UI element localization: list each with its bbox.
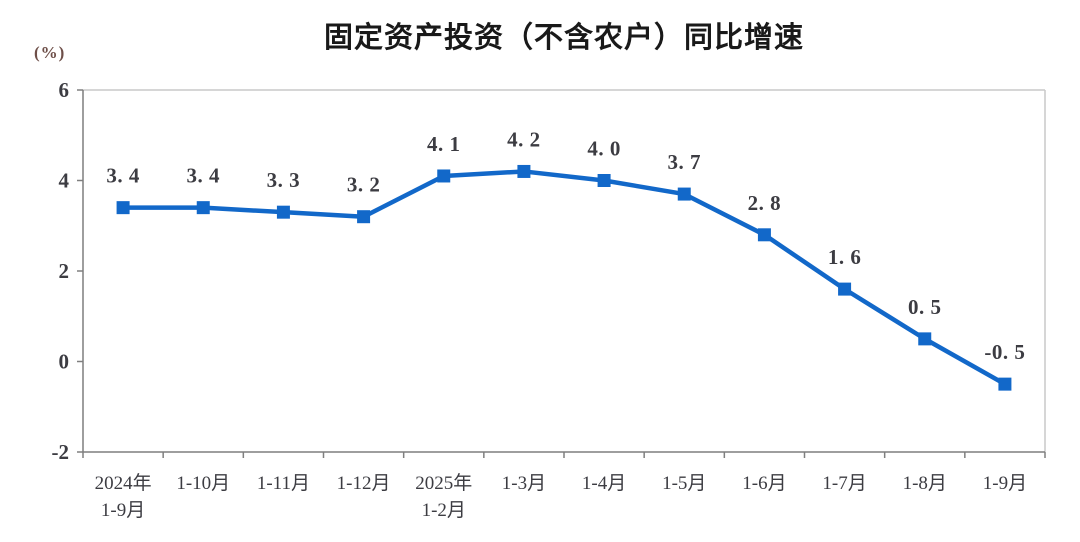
data-point-label: 3. 7 <box>668 150 702 174</box>
x-tick-label: 1-5月 <box>662 473 706 494</box>
data-point-marker <box>437 169 451 183</box>
data-point-label: 1. 6 <box>828 245 862 269</box>
data-point-marker <box>116 201 130 215</box>
x-tick-label: 1-3月 <box>502 473 546 494</box>
x-tick-label: 1-11月 <box>257 473 310 494</box>
data-point-marker <box>196 201 210 215</box>
x-tick-label: 1-8月 <box>903 473 947 494</box>
data-point-marker <box>838 282 852 296</box>
data-point-marker <box>757 228 771 242</box>
chart-title: 固定资产投资（不含农户）同比增速 <box>323 22 804 54</box>
data-point-marker <box>597 174 611 187</box>
data-point-marker <box>918 332 932 346</box>
data-line <box>120 169 1008 387</box>
x-tick-label: 1-6月 <box>742 473 786 494</box>
data-point-label: 3. 3 <box>267 168 301 192</box>
y-tick-label: 4 <box>59 169 70 193</box>
x-tick-label: 1-9月 <box>101 500 145 521</box>
data-point-marker <box>357 210 371 224</box>
x-tick-label: 1-2月 <box>422 500 466 521</box>
data-point-marker <box>276 205 290 219</box>
x-tick-label: 1-9月 <box>983 473 1027 494</box>
data-point-label: 4. 2 <box>507 127 541 151</box>
data-point-label: 3. 4 <box>106 164 140 188</box>
y-tick-label: 2 <box>59 259 70 283</box>
data-point-label: -0. 5 <box>984 340 1025 364</box>
data-point-label: 4. 1 <box>427 132 461 156</box>
data-point-label: 2. 8 <box>748 191 782 215</box>
data-point-marker <box>677 187 691 201</box>
y-tick-label: -2 <box>52 440 70 464</box>
data-point-marker <box>517 164 531 178</box>
x-tick-label: 1-4月 <box>582 473 626 494</box>
x-tick-label: 1-12月 <box>337 473 391 494</box>
data-point-label: 4. 0 <box>587 137 621 161</box>
data-point-label: 0. 5 <box>908 295 942 319</box>
y-tick-label: 0 <box>59 350 70 374</box>
x-tick-label: 1-10月 <box>176 473 230 494</box>
data-point-label: 3. 2 <box>347 173 381 197</box>
y-axis-unit-label: (%) <box>34 43 66 62</box>
x-tick-label: 1-7月 <box>822 473 866 494</box>
x-tick-label: 2025年 <box>415 472 472 494</box>
data-point-label: 3. 4 <box>187 164 221 188</box>
x-tick-label: 2024年 <box>95 472 152 494</box>
data-point-marker <box>998 377 1012 391</box>
y-tick-label: 6 <box>59 78 70 102</box>
